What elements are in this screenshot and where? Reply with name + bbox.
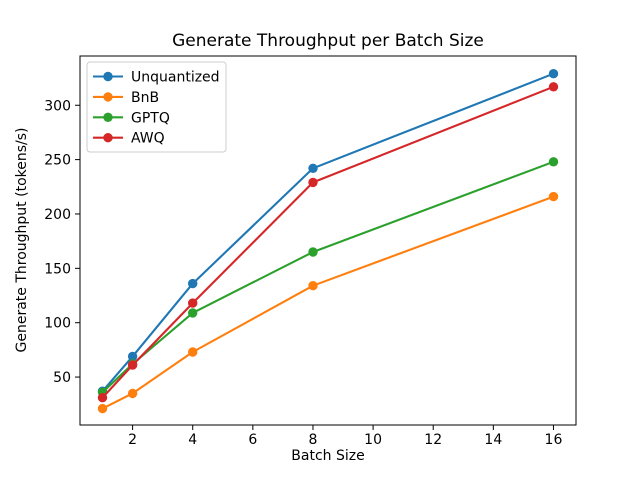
x-tick-label: 2 bbox=[128, 432, 137, 448]
y-tick-label: 300 bbox=[44, 98, 71, 114]
x-tick-label: 14 bbox=[484, 432, 502, 448]
legend-label: AWQ bbox=[131, 131, 165, 147]
data-point-bnb bbox=[97, 403, 108, 414]
chart-title: Generate Throughput per Batch Size bbox=[172, 31, 484, 51]
data-point-awq bbox=[548, 82, 559, 92]
y-tick-label: 250 bbox=[44, 153, 71, 169]
x-tick-label: 8 bbox=[309, 432, 318, 448]
legend-marker bbox=[103, 92, 113, 102]
legend-item-awq: AWQ bbox=[93, 131, 165, 147]
legend-label: BnB bbox=[131, 90, 159, 106]
plot-area: 2 4 6 8 10 12 14 16 50 100 150 200 250 300 Unquantized… bbox=[44, 55, 577, 448]
data-point-unquantized bbox=[308, 163, 318, 173]
data-point-bnb bbox=[308, 281, 318, 291]
series-line-gptq bbox=[101, 160, 555, 394]
series-line-bnb bbox=[101, 195, 555, 410]
y-axis-label: Generate Throughput (tokens/s) bbox=[14, 128, 30, 353]
data-point-awq bbox=[97, 393, 108, 403]
legend-label: Unquantized bbox=[131, 70, 220, 86]
legend-marker bbox=[103, 112, 113, 122]
legend: Unquantized BnB GPTQ AWQ bbox=[86, 61, 227, 153]
x-tick-label: 12 bbox=[424, 432, 442, 448]
legend-marker bbox=[103, 133, 113, 143]
data-point-unquantized bbox=[127, 351, 138, 362]
legend-marker bbox=[103, 71, 113, 82]
data-point-bnb bbox=[548, 191, 559, 202]
data-point-bnb bbox=[127, 388, 138, 399]
legend-label: GPTQ bbox=[131, 110, 170, 126]
data-point-awq bbox=[188, 298, 198, 308]
y-tick-label: 200 bbox=[44, 207, 71, 223]
data-point-gptq bbox=[188, 308, 198, 318]
data-point-awq bbox=[308, 177, 318, 188]
data-point-gptq bbox=[308, 247, 318, 257]
y-tick-label: 100 bbox=[44, 316, 71, 332]
x-tick-label: 6 bbox=[248, 432, 257, 448]
data-point-unquantized bbox=[548, 69, 559, 79]
data-point-awq bbox=[127, 360, 138, 370]
x-tick-label: 10 bbox=[364, 432, 382, 448]
x-tick-label: 4 bbox=[188, 432, 197, 448]
legend-item-gptq: GPTQ bbox=[93, 110, 170, 126]
legend-item-unquantized: Unquantized bbox=[93, 70, 220, 86]
data-point-unquantized bbox=[188, 278, 198, 289]
y-tick-label: 150 bbox=[44, 261, 71, 277]
data-point-bnb bbox=[188, 347, 198, 357]
y-tick-label: 50 bbox=[53, 370, 71, 386]
x-axis-label: Batch Size bbox=[291, 448, 364, 464]
legend-frame bbox=[86, 61, 227, 153]
data-point-gptq bbox=[548, 157, 559, 167]
axes-frame bbox=[79, 55, 577, 426]
legend-item-bnb: BnB bbox=[93, 90, 159, 106]
x-tick-label: 16 bbox=[545, 432, 563, 448]
